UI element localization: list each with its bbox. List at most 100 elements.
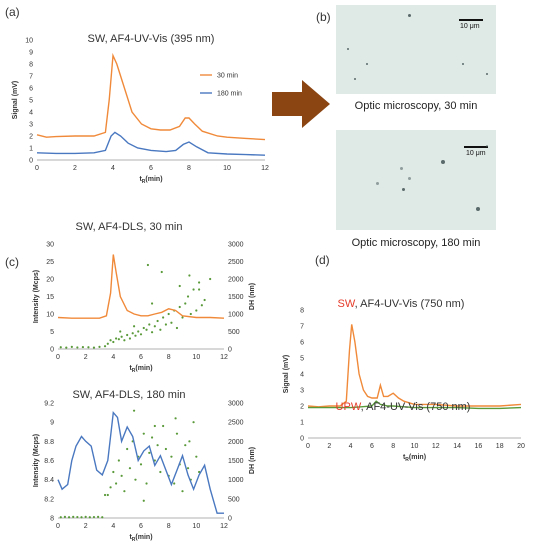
dh-point (88, 516, 91, 519)
chart-c2: 0 2 4 6 8 10 12 8 8.2 8.4 8.6 8.8 9 9.2 0 500 1000 1500 20… (33, 389, 256, 543)
x-tick-label: 8 (187, 165, 191, 172)
dh-point (109, 339, 112, 342)
y-tick-label: 30 (46, 242, 54, 249)
y2-tick-label: 1500 (228, 294, 244, 301)
y-axis-label: Signal (mV) (283, 355, 290, 394)
dh-point (134, 334, 137, 337)
x-tick-label: 6 (370, 443, 374, 450)
dh-point (170, 321, 173, 324)
y-tick-label: 5 (50, 329, 54, 336)
series-line (307, 324, 522, 408)
x-tick-label: 6 (149, 165, 153, 172)
series-line (36, 131, 266, 156)
series-line (308, 400, 522, 410)
dh-point (150, 302, 154, 305)
dh-point (192, 421, 195, 424)
dh-point (145, 328, 148, 331)
dh-point (150, 331, 154, 334)
dh-point (76, 346, 79, 349)
y-axis-label: Intensity (Mcps) (33, 270, 40, 323)
y2-tick-label: 2000 (228, 277, 244, 284)
panel-label-b: (b) (316, 10, 331, 24)
arrow-icon (272, 80, 330, 128)
dh-point (142, 326, 145, 330)
chart-title: SW, AF4-DLS, 30 min (76, 221, 183, 233)
x-tick-label: 4 (111, 165, 115, 172)
y-tick-label: 0 (29, 158, 33, 165)
x-tick-label: 12 (261, 165, 269, 172)
y-axis-label: Intensity (Mcps) (33, 434, 40, 487)
y-tick-label: 5 (29, 98, 33, 105)
y2-axis-label: DH (nm) (249, 447, 256, 474)
x-tick-label: 10 (223, 165, 231, 172)
dh-point (65, 346, 68, 349)
microscopy-image-180: 10 μm (336, 130, 496, 230)
x-tick-label: 2 (84, 523, 88, 530)
dh-point (128, 467, 132, 470)
y-tick-label: 8 (29, 62, 33, 69)
dh-point (101, 516, 104, 519)
dh-point (181, 316, 184, 319)
dh-point (173, 482, 176, 485)
y-tick-label: 8 (50, 516, 54, 523)
y-tick-label: 6 (29, 86, 33, 93)
y-axis-label: Signal (mV) (12, 81, 19, 120)
dh-point (76, 515, 79, 519)
y-tick-label: 7 (29, 74, 33, 81)
dh-point (203, 298, 206, 302)
dh-point (115, 482, 118, 485)
dh-point (131, 332, 134, 335)
dh-point (115, 337, 118, 340)
chart-title: SW, AF4-DLS, 180 min (72, 389, 185, 401)
y-tick-label: 8.6 (44, 458, 54, 465)
dh-point (174, 417, 177, 420)
dh-point (195, 309, 198, 312)
dh-point (146, 263, 150, 267)
x-axis-label: tR(min) (403, 454, 426, 463)
panel-label-d: (d) (315, 253, 330, 267)
dh-point (117, 459, 120, 462)
dh-point (188, 274, 191, 277)
dh-point (150, 436, 154, 439)
y-tick-label: 8.4 (44, 477, 54, 484)
x-tick-label: 6 (139, 354, 143, 361)
panel-label-a: (a) (5, 5, 20, 19)
dh-point (126, 333, 129, 337)
dh-point (123, 339, 126, 342)
dh-point (120, 335, 123, 338)
chart-c1: 0 2 4 6 8 10 120510152025300500100015002000250… (33, 221, 256, 373)
dh-point (120, 474, 123, 477)
dh-point (145, 482, 148, 485)
dh-point (142, 499, 145, 502)
dh-point (153, 424, 156, 428)
dh-point (142, 432, 145, 435)
y2-axis-label: DH (nm) (249, 283, 256, 310)
dh-point (184, 302, 187, 305)
dh-point (132, 325, 136, 328)
y-tick-label: 8 (300, 308, 304, 315)
dh-point (97, 515, 100, 518)
x-tick-label: 12 (432, 443, 440, 450)
y-tick-label: 1 (29, 146, 33, 153)
dh-point (132, 409, 136, 412)
dh-point (162, 316, 165, 319)
intensity-line (57, 254, 225, 319)
scale-bar (459, 19, 483, 21)
dh-point (148, 451, 151, 454)
x-axis-label: tR(min) (129, 534, 152, 543)
dh-point (160, 270, 163, 274)
x-tick-label: 4 (111, 523, 115, 530)
x-tick-label: 2 (327, 443, 331, 450)
y2-tick-label: 3000 (228, 401, 244, 408)
y-tick-label: 6 (300, 340, 304, 347)
dh-point (175, 326, 179, 330)
dh-point (59, 516, 62, 519)
y-tick-label: 7 (300, 324, 304, 331)
y2-tick-label: 500 (228, 329, 240, 336)
microscopy-caption-30: Optic microscopy, 30 min (354, 100, 478, 112)
microscopy-image-30: 10 μm (336, 5, 496, 94)
dh-point (192, 288, 195, 291)
dh-point (148, 323, 151, 326)
